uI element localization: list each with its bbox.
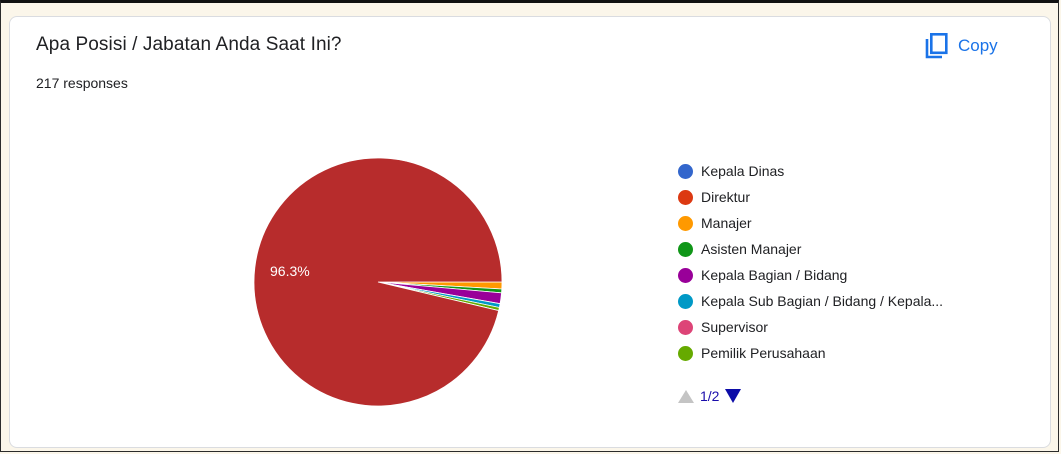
legend-item[interactable]: Direktur xyxy=(678,184,998,210)
legend-item[interactable]: Kepala Bagian / Bidang xyxy=(678,262,998,288)
slice-label-direktur: 96.3% xyxy=(270,263,310,279)
copy-icon xyxy=(924,33,948,59)
legend-swatch xyxy=(678,163,693,179)
legend-swatch xyxy=(678,293,693,309)
legend-swatch xyxy=(678,267,693,283)
legend-label: Pemilik Perusahaan xyxy=(701,345,826,361)
legend-item[interactable]: Asisten Manajer xyxy=(678,236,998,262)
legend-pager: 1/2 xyxy=(678,388,742,404)
pie-slice-direktur[interactable] xyxy=(253,157,503,407)
legend-swatch xyxy=(678,345,693,361)
legend-label: Manajer xyxy=(701,215,752,231)
page-title: Apa Posisi / Jabatan Anda Saat Ini? xyxy=(36,34,342,55)
chart-card xyxy=(9,16,1051,448)
legend-label: Kepala Dinas xyxy=(701,163,785,179)
legend-item[interactable]: Pemilik Perusahaan xyxy=(678,340,998,366)
legend-label: Kepala Bagian / Bidang xyxy=(701,267,848,283)
copy-label: Copy xyxy=(958,36,998,55)
triangle-down-icon[interactable] xyxy=(725,389,742,403)
legend-label: Kepala Sub Bagian / Bidang / Kepala... xyxy=(701,293,944,309)
triangle-up-icon[interactable] xyxy=(678,389,694,403)
pager-text: 1/2 xyxy=(700,388,720,404)
copy-button[interactable]: Copy xyxy=(924,28,1024,64)
chart-legend: Kepala Dinas Direktur Manajer Asisten Manaj… xyxy=(678,158,998,366)
legend-label: Supervisor xyxy=(701,319,768,335)
legend-item[interactable]: Kepala Sub Bagian / Bidang / Kepala... xyxy=(678,288,998,314)
response-count: 217 responses xyxy=(36,75,128,91)
legend-swatch xyxy=(678,215,693,231)
legend-swatch xyxy=(678,189,693,205)
legend-label: Asisten Manajer xyxy=(701,241,802,257)
legend-swatch xyxy=(678,319,693,335)
legend-swatch xyxy=(678,241,693,257)
legend-item[interactable]: Manajer xyxy=(678,210,998,236)
legend-item[interactable]: Kepala Dinas xyxy=(678,158,998,184)
pie-chart xyxy=(253,157,503,407)
legend-label: Direktur xyxy=(701,189,751,205)
legend-item[interactable]: Supervisor xyxy=(678,314,998,340)
